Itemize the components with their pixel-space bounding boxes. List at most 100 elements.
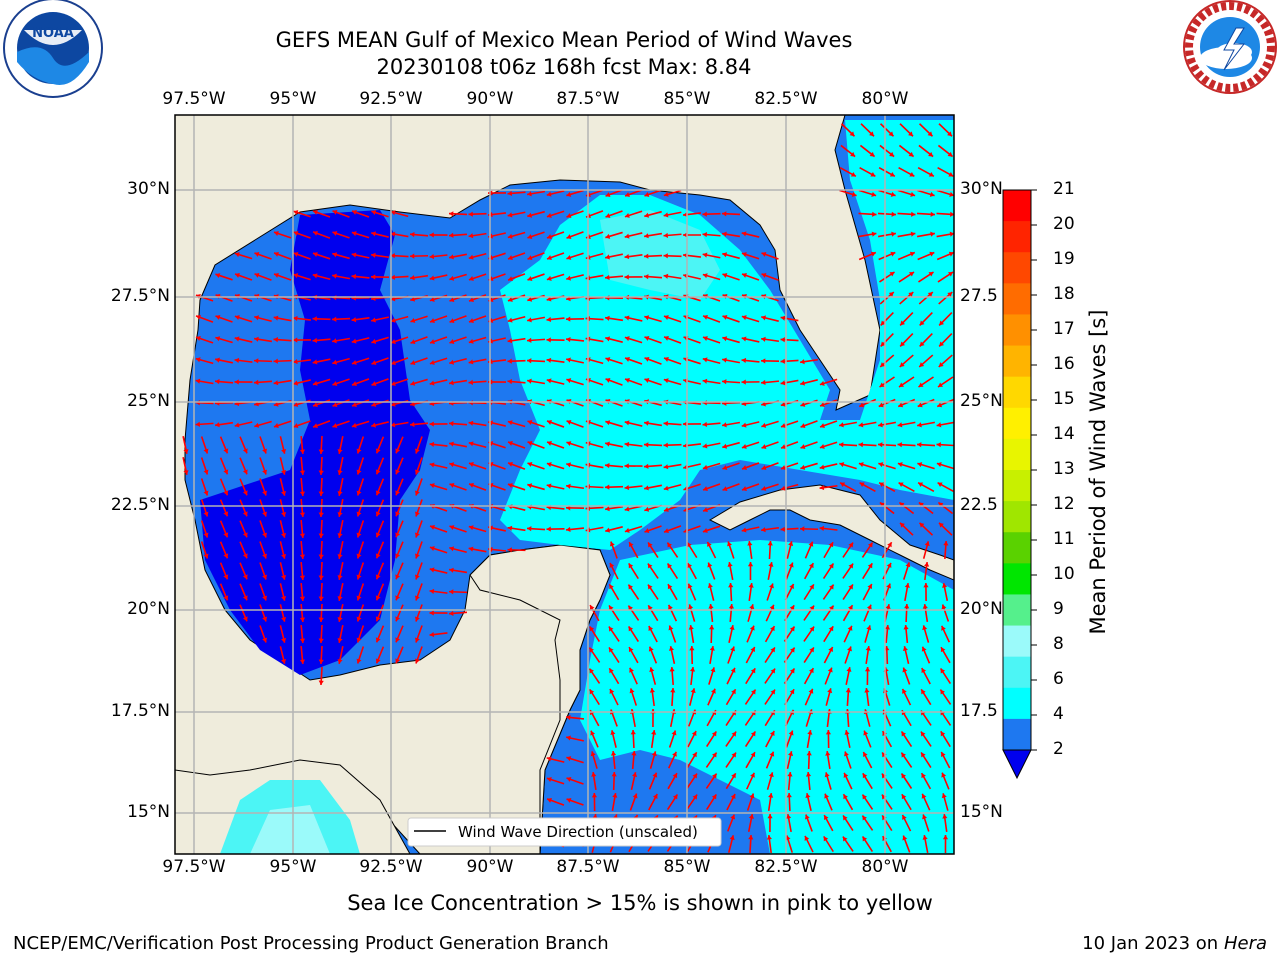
wave-arrow	[747, 604, 755, 622]
wave-arrow	[414, 541, 423, 559]
wave-arrow	[924, 561, 930, 581]
wave-arrow	[390, 253, 409, 259]
wave-arrow	[663, 442, 682, 448]
wave-arrow	[879, 376, 895, 388]
wave-arrow	[624, 254, 643, 260]
wave-arrow	[375, 499, 385, 517]
wave-arrow	[395, 541, 404, 559]
wave-arrow	[259, 562, 268, 580]
wave-arrow	[878, 251, 896, 261]
right-lat-label: 27.5	[960, 286, 998, 306]
wave-arrow	[706, 730, 717, 748]
wave-arrow	[663, 211, 682, 218]
wave-arrow	[916, 231, 936, 238]
wave-arrow	[299, 477, 306, 497]
wave-arrow	[916, 211, 936, 217]
top-lon-label: 87.5°W	[556, 89, 620, 109]
wave-arrow	[728, 582, 734, 602]
wave-arrow	[356, 436, 365, 454]
wave-arrow	[747, 540, 753, 560]
wave-arrow	[937, 376, 954, 388]
wave-arrow	[647, 584, 659, 600]
wave-arrow	[299, 561, 306, 581]
wave-arrow	[721, 211, 741, 217]
wave-arrow	[922, 625, 930, 643]
wave-arrow	[609, 562, 619, 580]
wave-arrow	[727, 835, 735, 853]
wave-arrow	[780, 420, 799, 428]
wave-arrow	[902, 835, 911, 853]
wave-arrow	[644, 378, 662, 386]
wave-arrow	[647, 604, 659, 622]
colorbar-segment	[1003, 532, 1031, 564]
wave-arrow	[862, 583, 873, 601]
wave-arrow	[860, 123, 875, 137]
wave-arrow	[686, 773, 698, 789]
yucatan-landmass	[175, 544, 611, 854]
wave-arrow	[859, 481, 876, 493]
bottom-lon-label: 97.5°W	[162, 857, 226, 877]
wave-arrow	[937, 481, 954, 493]
wave-arrow	[293, 251, 311, 260]
wave-arrow	[468, 273, 487, 281]
wave-arrow	[605, 441, 623, 448]
wave-arrow	[903, 562, 911, 580]
wave-arrow	[666, 794, 679, 810]
wave-arrow	[761, 420, 779, 428]
wave-arrow	[761, 251, 779, 260]
wave-arrow	[937, 144, 954, 158]
wave-arrow	[527, 316, 545, 323]
colorbar-segment	[1003, 563, 1031, 595]
colorbar-tick-label: 2	[1053, 739, 1064, 759]
wave-arrow	[745, 667, 756, 685]
colorbar-segment	[1003, 345, 1031, 378]
wave-arrow	[764, 689, 776, 705]
wave-arrow	[877, 231, 897, 238]
wave-arrow	[940, 625, 951, 643]
wave-arrow	[624, 315, 643, 322]
wave-arrow	[780, 441, 799, 450]
wave-arrow	[449, 441, 467, 448]
wave-arrow	[937, 501, 954, 515]
wave-arrow	[923, 582, 929, 602]
wave-arrow	[668, 751, 677, 769]
wave-arrow	[375, 646, 385, 664]
wave-arrow	[741, 336, 760, 343]
wave-arrow	[800, 441, 818, 449]
wave-arrow	[766, 772, 774, 790]
wave-arrow	[356, 478, 365, 496]
wave-arrow	[390, 421, 409, 428]
wave-arrow	[527, 273, 545, 281]
colorbar-segment	[1003, 594, 1031, 627]
wave-arrow	[449, 336, 467, 344]
wave-arrow	[901, 814, 912, 832]
wave-arrow	[279, 541, 287, 559]
wave-arrow	[566, 756, 584, 764]
wave-arrow	[766, 834, 772, 854]
wave-arrow	[842, 815, 854, 831]
wave-arrow	[842, 563, 854, 579]
wave-arrow	[448, 232, 468, 238]
wave-arrow	[546, 483, 565, 490]
wave-arrow	[823, 835, 834, 853]
wave-arrow	[663, 421, 682, 427]
wave-arrow	[745, 751, 756, 769]
wave-arrow	[804, 541, 814, 559]
wave-arrow	[702, 252, 721, 259]
bottom-lon-label: 85°W	[663, 857, 711, 877]
wave-arrow	[663, 273, 682, 280]
wave-arrow	[468, 294, 487, 303]
wave-arrow	[919, 312, 933, 326]
wave-arrow	[299, 435, 306, 455]
wave-arrow	[741, 379, 760, 385]
wave-arrow	[861, 542, 874, 558]
wave-arrow	[390, 274, 409, 280]
wave-arrow	[356, 646, 365, 664]
wave-arrow	[293, 379, 311, 386]
wave-arrow	[468, 525, 487, 533]
wave-arrow	[899, 312, 914, 326]
wave-arrow	[629, 793, 638, 811]
wave-arrow	[663, 315, 682, 323]
region-8-9	[250, 805, 330, 854]
colorbar-tick-label: 16	[1053, 354, 1075, 374]
